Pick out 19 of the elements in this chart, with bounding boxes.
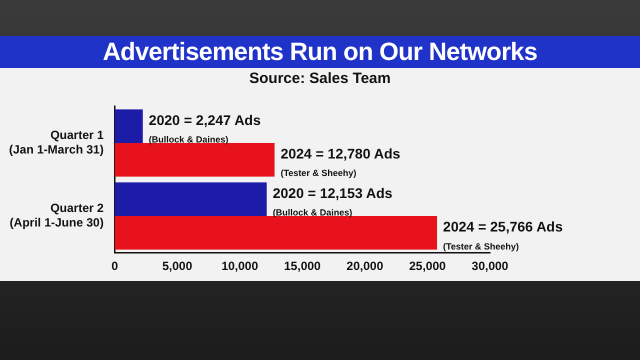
x-tick-label: 30,000 (472, 259, 509, 274)
data-label: 2020 = 2,247 Ads (Bullock & Daines) (148, 112, 261, 145)
chart-title: Advertisements Run on Our Networks (0, 36, 640, 68)
bar (114, 216, 438, 250)
x-tick-label: 0 (111, 259, 118, 274)
x-tick-label: 10,000 (221, 259, 258, 274)
x-tick-label: 25,000 (409, 259, 446, 274)
bar (114, 182, 267, 216)
y-tick-label: Quarter 2 (April 1-June 30) (10, 201, 104, 230)
x-tick-label: 20,000 (346, 259, 384, 274)
chart-subtitle: Source: Sales Team (0, 68, 640, 89)
bar (114, 109, 143, 143)
data-label: 2024 = 12,780 Ads (Tester & Sheehy) (280, 146, 401, 178)
y-tick-label: Quarter 1 (Jan 1-March 31) (8, 128, 104, 156)
data-label: 2024 = 25,766 Ads (Tester & Sheehy) (443, 218, 563, 252)
x-tick-label: 5,000 (162, 259, 193, 274)
x-tick-label: 15,000 (284, 259, 322, 274)
bar (114, 142, 275, 177)
data-label: 2020 = 12,153 Ads (Bullock & Daines) (272, 185, 393, 218)
